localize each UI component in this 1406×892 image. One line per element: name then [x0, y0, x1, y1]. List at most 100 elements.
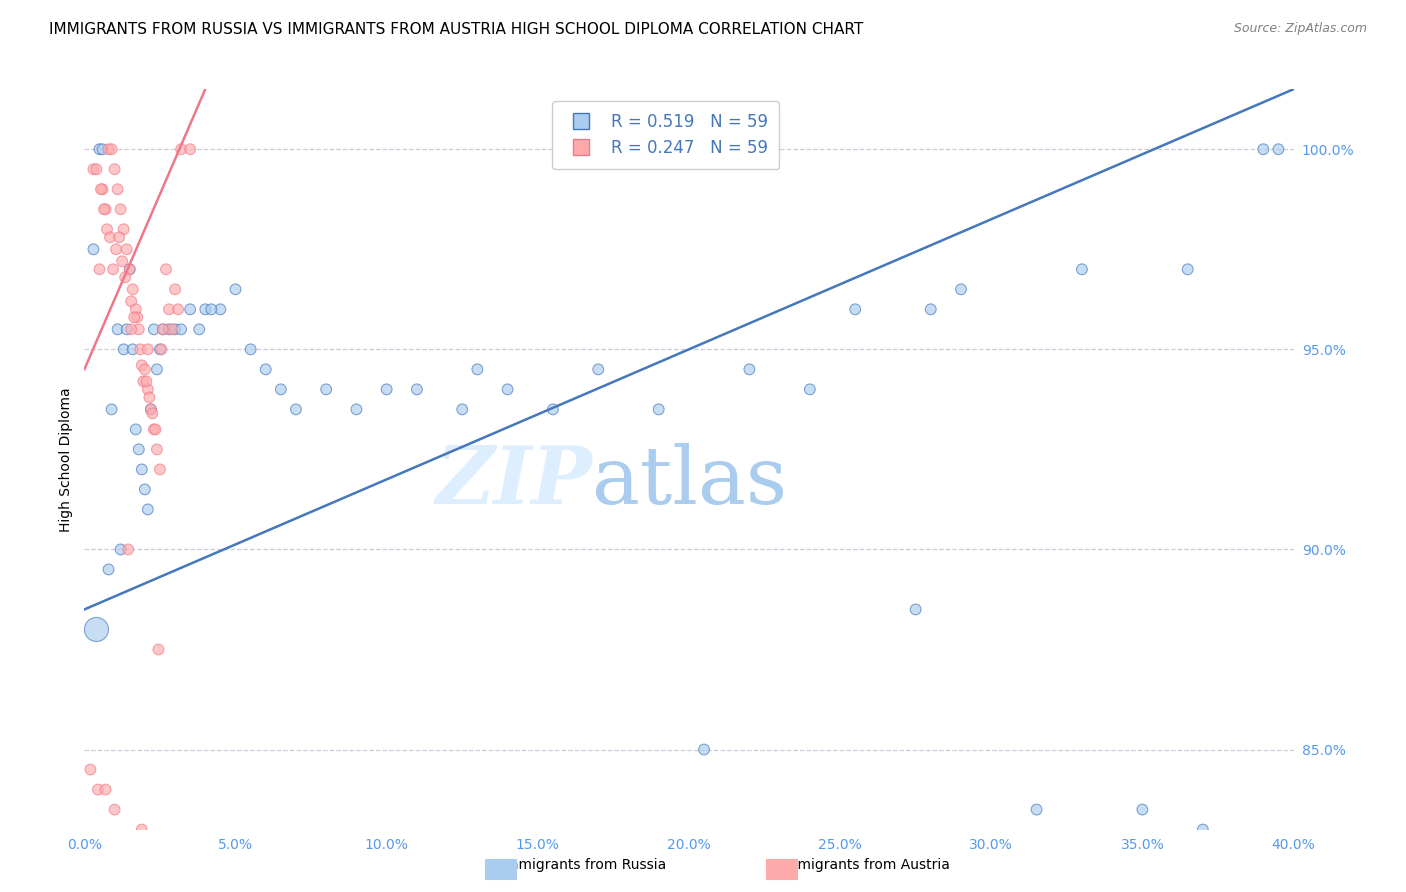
Point: [107, 182, 129, 196]
Point: [134, 483, 156, 497]
Y-axis label: High School Diploma: High School Diploma: [59, 387, 73, 532]
Point: [179, 302, 201, 317]
Point: [150, 343, 173, 357]
Point: [125, 422, 148, 436]
Point: [110, 202, 132, 217]
Point: [1177, 262, 1199, 277]
Point: [135, 375, 157, 389]
Point: [239, 343, 262, 357]
Point: [904, 602, 927, 616]
Point: [254, 362, 277, 376]
Point: [157, 302, 180, 317]
Point: [110, 542, 132, 557]
Point: [1071, 262, 1094, 277]
Point: [1267, 142, 1289, 156]
Point: [1253, 142, 1275, 156]
Point: [588, 362, 610, 376]
Point: [142, 422, 165, 436]
Point: [127, 310, 149, 325]
Point: [97, 562, 120, 576]
Point: [115, 242, 138, 256]
Point: [315, 382, 337, 396]
Point: [375, 382, 398, 396]
Point: [139, 402, 162, 417]
Point: [149, 343, 172, 357]
Point: [87, 782, 110, 797]
Point: [136, 382, 159, 396]
Point: [108, 230, 131, 244]
Point: [79, 763, 101, 777]
Point: [467, 362, 489, 376]
Point: [346, 402, 368, 417]
Point: [200, 302, 222, 317]
Point: [89, 262, 111, 277]
Point: [152, 322, 174, 336]
Point: [121, 343, 143, 357]
Point: [98, 230, 121, 244]
Point: [97, 142, 120, 156]
Point: [82, 242, 104, 256]
Point: [157, 322, 180, 336]
Point: [112, 343, 135, 357]
Point: [285, 402, 308, 417]
Point: [950, 282, 973, 296]
Legend: R = 0.519   N = 59, R = 0.247   N = 59: R = 0.519 N = 59, R = 0.247 N = 59: [553, 101, 779, 169]
Point: [155, 262, 177, 277]
Point: [120, 294, 142, 309]
Point: [94, 782, 117, 797]
Point: [179, 142, 201, 156]
Point: [136, 502, 159, 516]
Point: [170, 142, 193, 156]
Point: [1025, 803, 1047, 817]
Point: [270, 382, 292, 396]
Point: [152, 322, 174, 336]
Point: [1132, 803, 1154, 817]
Point: [451, 402, 474, 417]
Point: [120, 322, 142, 336]
Point: [134, 362, 156, 376]
Point: [131, 359, 153, 373]
Point: [128, 442, 150, 457]
Point: [496, 382, 519, 396]
Point: [131, 822, 153, 837]
Point: [139, 402, 162, 417]
Point: [93, 202, 115, 217]
Point: [107, 322, 129, 336]
Point: [114, 270, 136, 285]
Point: [136, 343, 159, 357]
Point: [225, 282, 247, 296]
Point: [132, 375, 155, 389]
Point: [844, 302, 866, 317]
Point: [160, 322, 183, 336]
Point: [738, 362, 761, 376]
Point: [141, 406, 163, 420]
Point: [86, 162, 108, 177]
Text: Immigrants from Russia: Immigrants from Russia: [501, 858, 666, 872]
Point: [96, 222, 118, 236]
Point: [693, 742, 716, 756]
Point: [167, 302, 190, 317]
Point: [146, 362, 169, 376]
Point: [920, 302, 942, 317]
Point: [91, 142, 114, 156]
Point: [89, 142, 111, 156]
Point: [91, 182, 114, 196]
Point: [146, 442, 169, 457]
Point: [129, 343, 152, 357]
Point: [194, 302, 217, 317]
Point: [142, 322, 165, 336]
Point: [145, 422, 167, 436]
Point: [125, 302, 148, 317]
Point: [118, 262, 141, 277]
Point: [115, 322, 138, 336]
Point: [94, 202, 117, 217]
Point: [165, 322, 187, 336]
Text: ZIP: ZIP: [436, 442, 592, 520]
Point: [149, 462, 172, 476]
Point: [541, 402, 564, 417]
Point: [101, 262, 124, 277]
Point: [117, 542, 139, 557]
Point: [188, 322, 211, 336]
Point: [100, 142, 122, 156]
Point: [131, 462, 153, 476]
